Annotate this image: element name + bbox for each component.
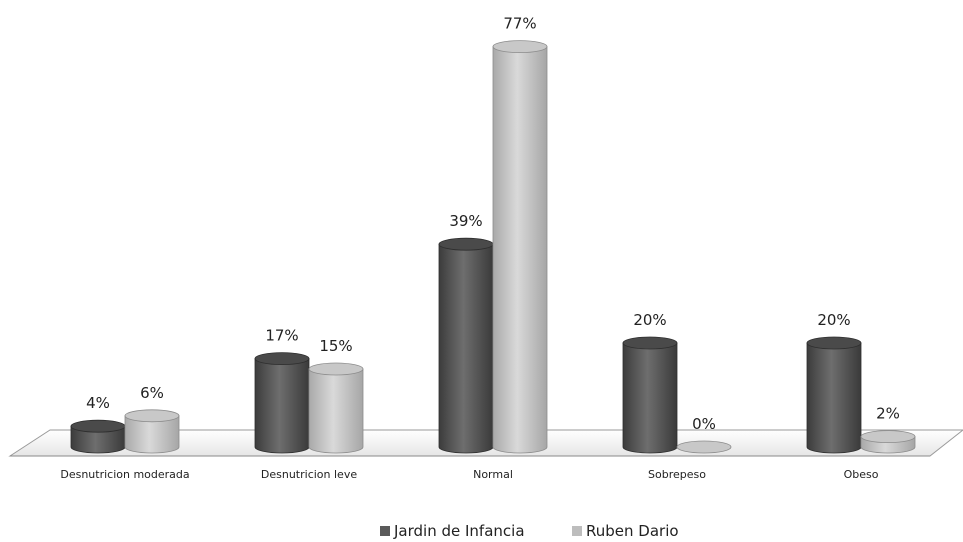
category-label: Obeso (844, 468, 879, 481)
value-label: 0% (692, 415, 716, 433)
value-label: 2% (876, 405, 900, 423)
bar-ruben-5 (860, 430, 916, 454)
value-labels-layer: 4% 17% 39% 20% 20% 6% 15% 77% 0% 2% (86, 15, 900, 433)
bar-ruben-3 (492, 40, 548, 454)
bar-top (70, 419, 126, 433)
bar-ruben-1 (124, 409, 180, 454)
legend-swatch-jardin (380, 526, 390, 536)
bar-body (622, 342, 678, 454)
bar-top (806, 336, 862, 350)
bar-top (622, 336, 678, 350)
category-label: Desnutricion moderada (60, 468, 189, 481)
bar-top (124, 409, 180, 423)
category-label: Sobrepeso (648, 468, 706, 481)
category-label: Normal (473, 468, 513, 481)
category-labels-layer: Desnutricion moderada Desnutricion leve No… (60, 468, 878, 481)
bar-ruben-4 (676, 440, 732, 454)
bar-top (492, 40, 548, 53)
bar-body (70, 425, 126, 454)
value-label: 39% (449, 212, 482, 230)
value-label: 6% (140, 384, 164, 402)
bar-top (438, 237, 494, 251)
bar-jardin-5 (806, 336, 862, 454)
legend-label-ruben: Ruben Dario (586, 522, 679, 540)
legend-label-jardin: Jardin de Infancia (393, 522, 525, 540)
bar-body (308, 368, 364, 454)
legend-swatch-ruben (572, 526, 582, 536)
bar-top (676, 440, 732, 454)
bar-body (492, 46, 548, 454)
bar-jardin-2 (254, 352, 310, 454)
bar-top (254, 352, 310, 366)
bar-jardin-4 (622, 336, 678, 454)
value-label: 20% (817, 311, 850, 329)
bar-jardin-1 (70, 419, 126, 454)
bar-top (860, 430, 916, 444)
value-label: 4% (86, 394, 110, 412)
bar-body (124, 415, 180, 454)
bar-ruben-2 (308, 362, 364, 454)
bar-top (308, 362, 364, 376)
value-label: 15% (319, 337, 352, 355)
value-label: 20% (633, 311, 666, 329)
bar-body (806, 342, 862, 454)
legend: Jardin de Infancia Ruben Dario (380, 522, 679, 540)
category-label: Desnutricion leve (261, 468, 357, 481)
bar-body (438, 243, 494, 454)
value-label: 17% (265, 327, 298, 345)
bars-layer (70, 40, 916, 454)
bar-jardin-3 (438, 237, 494, 454)
value-label: 77% (503, 15, 536, 33)
bar-body (254, 358, 310, 454)
